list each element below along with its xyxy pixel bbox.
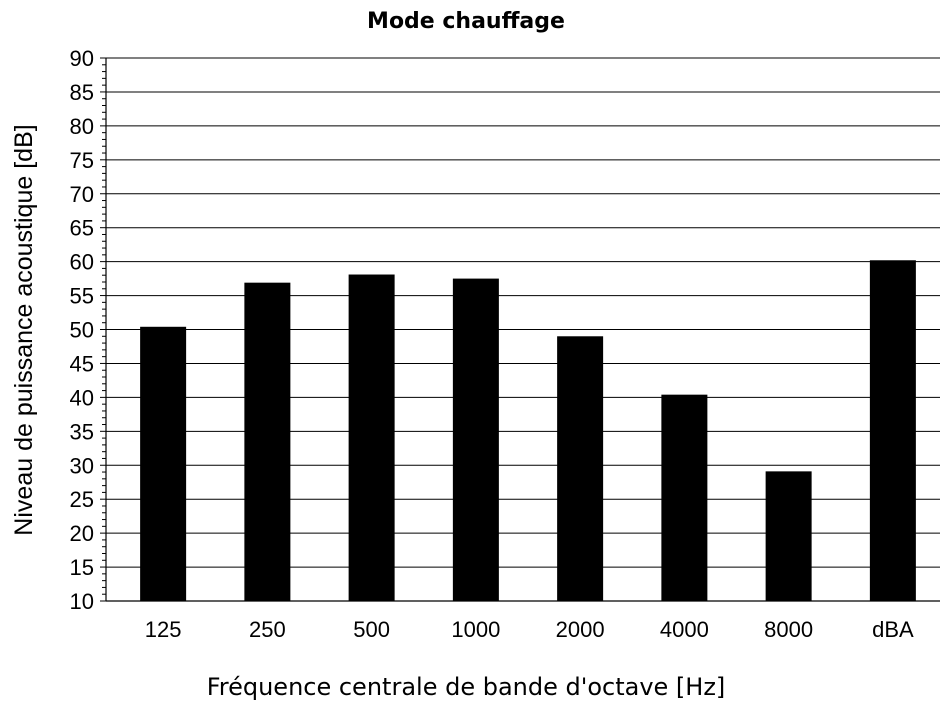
x-tick-label: 8000: [764, 617, 813, 642]
y-tick-label: 35: [70, 419, 94, 444]
bar-8000: [765, 471, 812, 601]
chart-title: Mode chauffage: [367, 9, 565, 34]
x-tick-label: 125: [145, 617, 182, 642]
x-tick-label: 500: [353, 617, 390, 642]
y-tick-label: 65: [70, 216, 94, 241]
bar-dBA: [869, 260, 916, 601]
y-tick-labels: 10 15 20 25 30 35 40 45 50 55 60 65 70 75 80 85 90: [70, 46, 94, 614]
x-axis-title: Fréquence centrale de bande d'octave [Hz…: [207, 673, 726, 701]
x-tick-label: dBA: [872, 617, 914, 642]
x-tick-label: 250: [249, 617, 286, 642]
x-tick-labels: 125 250 500 1000 2000 4000 8000 dBA: [145, 617, 914, 642]
y-tick-label: 70: [70, 182, 94, 207]
y-axis-title: Niveau de puissance acoustique [dB]: [10, 124, 38, 535]
y-axis-minor-ticks: [100, 57, 106, 602]
bar-4000: [661, 394, 708, 601]
y-tick-label: 10: [70, 589, 94, 614]
bar-500: [348, 274, 395, 601]
y-tick-label: 45: [70, 351, 94, 376]
y-tick-label: 20: [70, 521, 94, 546]
y-tick-label: 15: [70, 555, 94, 580]
bars: [140, 260, 916, 601]
axes: [105, 58, 940, 602]
x-tick-label: 2000: [556, 617, 605, 642]
y-tick-label: 25: [70, 487, 94, 512]
y-tick-label: 80: [70, 114, 94, 139]
bar-125: [140, 326, 187, 601]
x-tick-label: 1000: [451, 617, 500, 642]
y-tick-label: 85: [70, 80, 94, 105]
y-tick-label: 75: [70, 148, 94, 173]
y-tick-label: 90: [70, 46, 94, 71]
y-tick-label: 60: [70, 250, 94, 275]
y-tick-label: 40: [70, 385, 94, 410]
gridlines: [106, 57, 940, 568]
y-tick-label: 30: [70, 453, 94, 478]
y-tick-label: 55: [70, 284, 94, 309]
bar-1000: [452, 278, 499, 601]
bar-2000: [557, 336, 604, 601]
x-tick-label: 4000: [660, 617, 709, 642]
bar-250: [244, 282, 291, 601]
y-tick-label: 50: [70, 318, 94, 343]
